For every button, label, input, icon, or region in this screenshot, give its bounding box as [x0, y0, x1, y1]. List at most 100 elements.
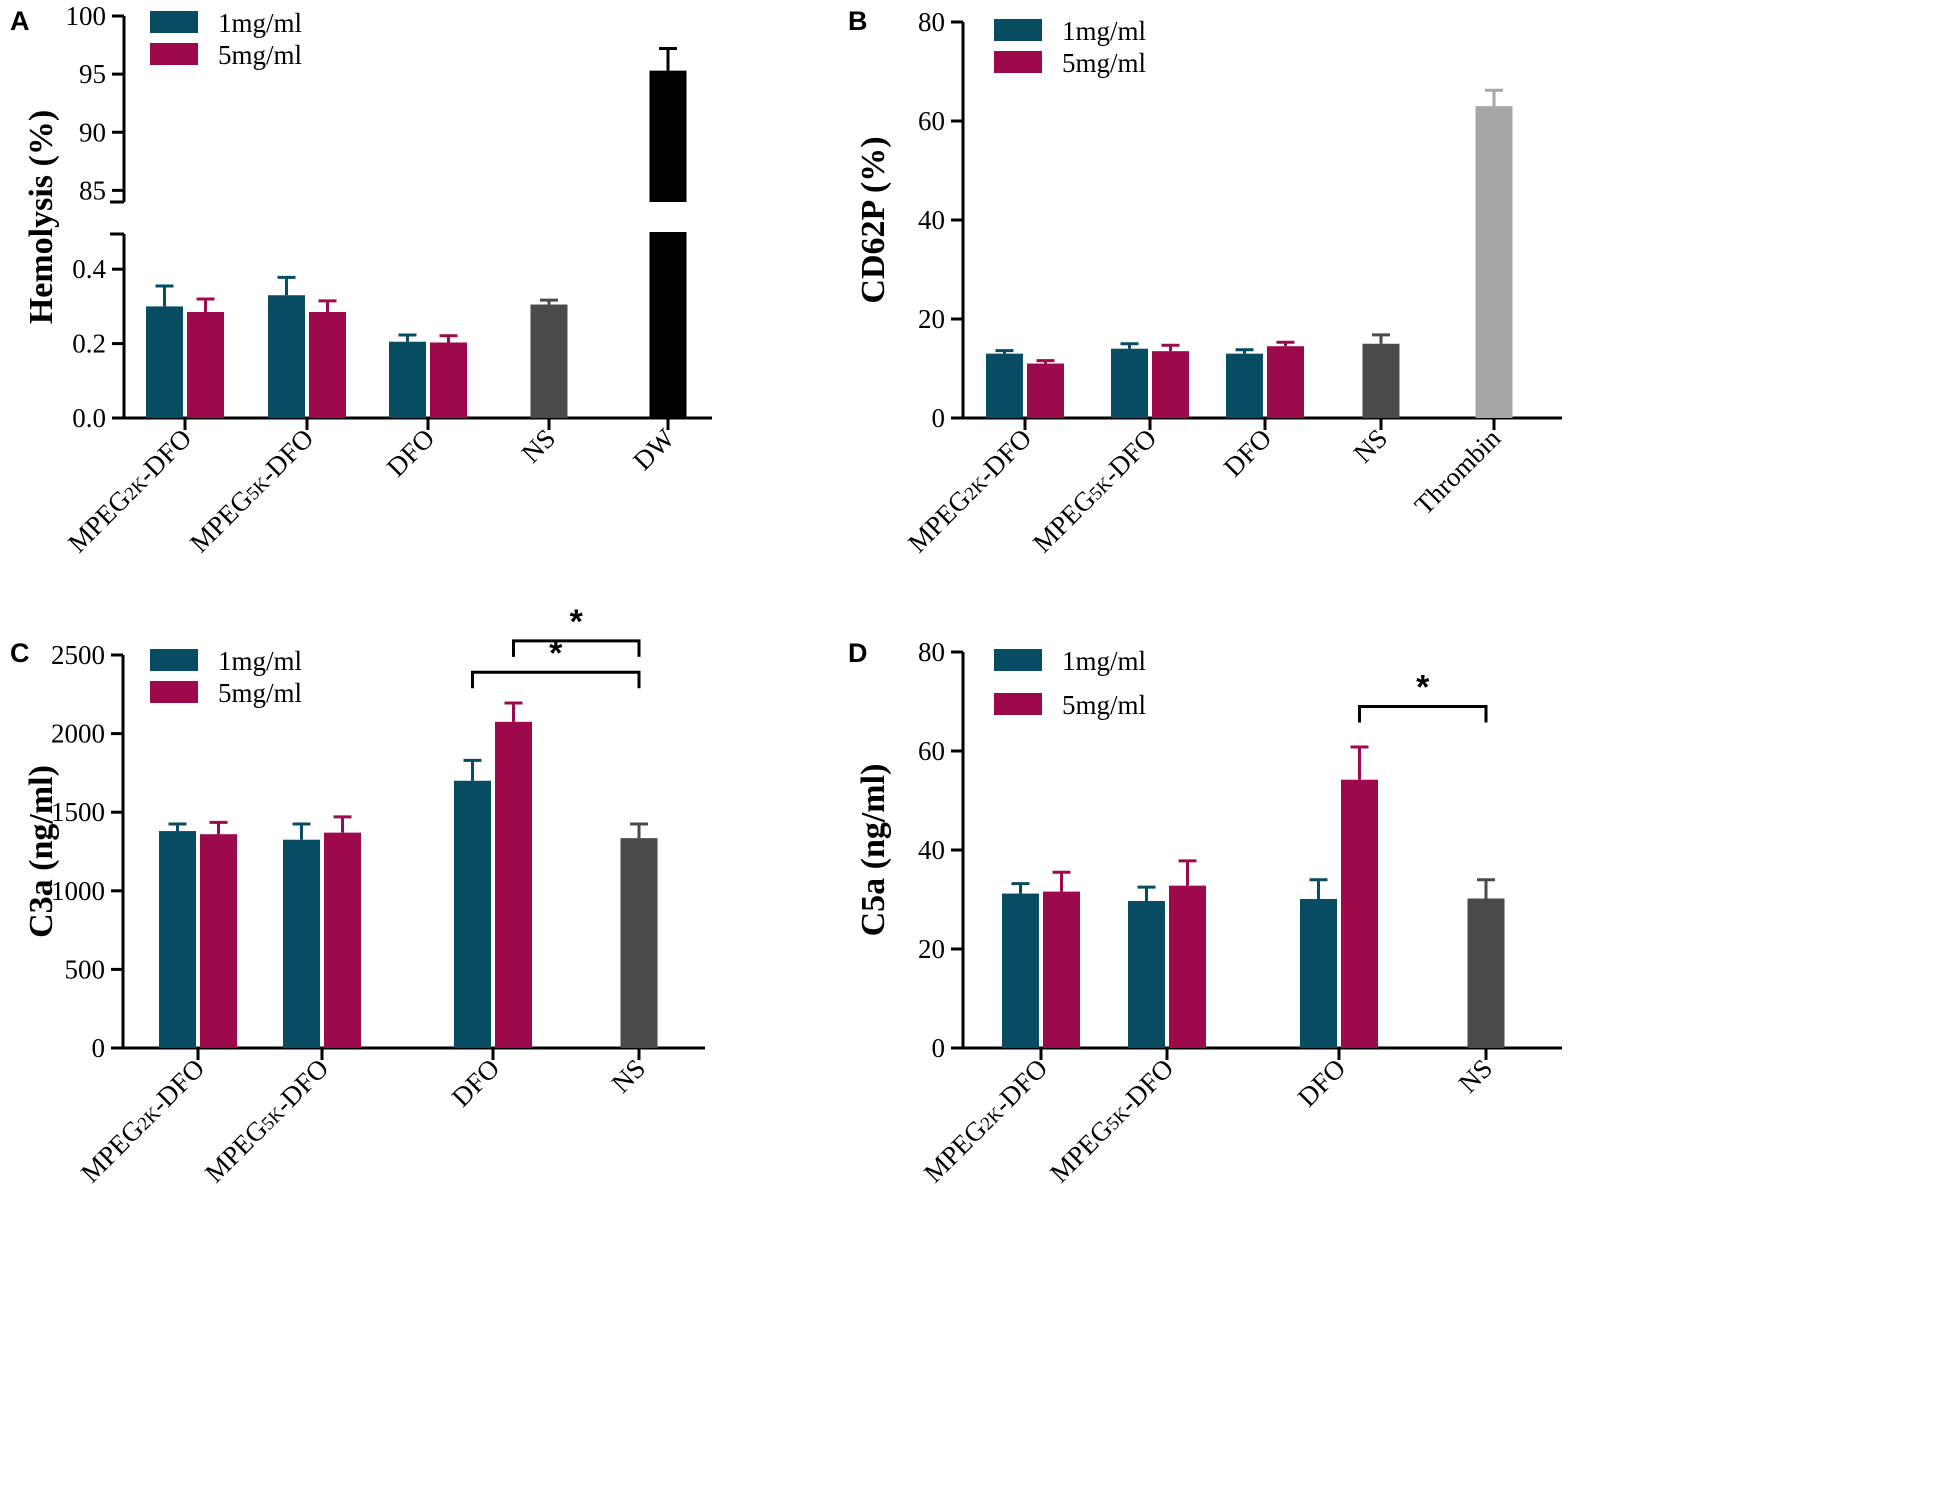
x-tick-label: DFO — [1218, 423, 1277, 482]
significance-star: * — [570, 603, 584, 641]
bar-control — [530, 304, 568, 418]
bar-1mg — [986, 353, 1023, 418]
legend-swatch — [150, 43, 198, 65]
y-tick-label: 2500 — [51, 640, 105, 670]
y-tick-label: 1000 — [51, 876, 105, 906]
x-tick-label: Thrombin — [1409, 423, 1507, 521]
y-tick-label: 500 — [65, 954, 106, 984]
x-tick-label: DW — [627, 423, 680, 476]
bar-1mg — [1111, 348, 1148, 418]
x-tick-label: MPEG2K-DFO — [75, 1053, 210, 1188]
y-axis-title: C5a (ng/ml) — [855, 764, 892, 937]
legend-label: 5mg/ml — [218, 678, 302, 708]
bar-5mg — [1169, 885, 1206, 1048]
x-tick-label: NS — [516, 423, 562, 469]
y-tick-label: 0.2 — [72, 329, 106, 359]
legend-label: 5mg/ml — [218, 40, 302, 70]
legend-swatch — [150, 681, 198, 703]
x-tick-label: MPEG5K-DFO — [199, 1053, 334, 1188]
bar-1mg — [1002, 893, 1039, 1048]
bar-1mg — [283, 839, 320, 1048]
x-tick-label: MPEG2K-DFO — [918, 1053, 1053, 1188]
x-tick-label: NS — [1348, 423, 1394, 469]
significance-star: * — [549, 634, 563, 672]
y-tick-label: 60 — [918, 736, 945, 766]
bar-5mg — [187, 311, 224, 418]
panel-letter: C — [10, 638, 30, 668]
bar-5mg — [1027, 363, 1064, 418]
bar-control — [620, 838, 658, 1048]
panel-letter: D — [848, 638, 868, 668]
bar-5mg — [309, 311, 346, 418]
bar-1mg — [1300, 899, 1337, 1048]
significance-bracket — [512, 639, 641, 657]
bar-5mg — [1152, 351, 1189, 418]
panel-letter: A — [10, 6, 30, 36]
y-tick-label: 80 — [918, 637, 945, 667]
y-tick-label: 0 — [932, 1033, 946, 1063]
y-tick-label: 20 — [918, 934, 945, 964]
y-tick-label: 0 — [932, 403, 946, 433]
bar-1mg — [1128, 900, 1165, 1048]
legend-label: 1mg/ml — [1062, 16, 1146, 46]
legend-swatch — [150, 649, 198, 671]
bar-5mg — [324, 832, 361, 1048]
y-tick-label: 85 — [79, 175, 106, 205]
y-tick-label: 80 — [918, 7, 945, 37]
y-tick-label: 1500 — [51, 797, 105, 827]
legend-swatch — [994, 693, 1042, 715]
x-tick-label: DFO — [381, 423, 440, 482]
bar-control — [1475, 106, 1513, 419]
x-tick-label: MPEG5K-DFO — [184, 423, 319, 558]
y-axis-title: CD62P (%) — [855, 136, 892, 303]
bar-5mg — [430, 342, 467, 418]
significance-bracket — [1358, 704, 1488, 723]
legend-label: 5mg/ml — [1062, 690, 1146, 720]
bar-1mg — [159, 831, 196, 1048]
x-tick-label: MPEG5K-DFO — [1044, 1053, 1179, 1188]
bar-control — [1467, 898, 1505, 1048]
x-tick-label: MPEG5K-DFO — [1027, 423, 1162, 558]
y-tick-label: 0 — [92, 1033, 106, 1063]
y-tick-label: 20 — [918, 304, 945, 334]
x-tick-label: MPEG2K-DFO — [62, 423, 197, 558]
bar-5mg — [200, 834, 237, 1048]
legend-swatch — [994, 51, 1042, 73]
bar-1mg — [454, 780, 491, 1048]
legend-label: 1mg/ml — [218, 646, 302, 676]
y-tick-label: 2000 — [51, 719, 105, 749]
y-tick-label: 0.4 — [72, 254, 106, 284]
x-tick-label: DFO — [446, 1053, 505, 1112]
legend-label: 5mg/ml — [1062, 48, 1146, 78]
bar-control — [1362, 343, 1400, 418]
bar-5mg — [495, 721, 532, 1048]
significance-bracket — [471, 670, 641, 689]
bar-1mg — [268, 295, 305, 418]
x-tick-label: MPEG2K-DFO — [902, 423, 1037, 558]
y-tick-label: 40 — [918, 835, 945, 865]
y-axis-title: Hemolysis (%) — [23, 110, 60, 324]
legend-label: 1mg/ml — [1062, 646, 1146, 676]
panel-letter: B — [848, 6, 868, 36]
panel-C: 0 500 1000 1500 2000 2500 MPEG2K-DFOMPEG5K-DFO… — [10, 603, 705, 1188]
bar-5mg — [1267, 346, 1304, 418]
y-axis-title: C3a (ng/ml) — [23, 765, 60, 938]
bar-1mg — [146, 306, 183, 418]
x-tick-label: NS — [606, 1053, 652, 1099]
y-tick-label: 100 — [66, 1, 107, 31]
legend-swatch — [994, 19, 1042, 41]
legend-swatch — [150, 11, 198, 33]
y-tick-label: 40 — [918, 205, 945, 235]
bar-control — [649, 70, 687, 202]
bar-control — [649, 232, 687, 418]
y-tick-label: 90 — [79, 117, 106, 147]
bar-1mg — [389, 341, 426, 418]
y-tick-label: 95 — [79, 59, 106, 89]
legend-swatch — [994, 649, 1042, 671]
legend-label: 1mg/ml — [218, 8, 302, 38]
bar-1mg — [1226, 353, 1263, 418]
